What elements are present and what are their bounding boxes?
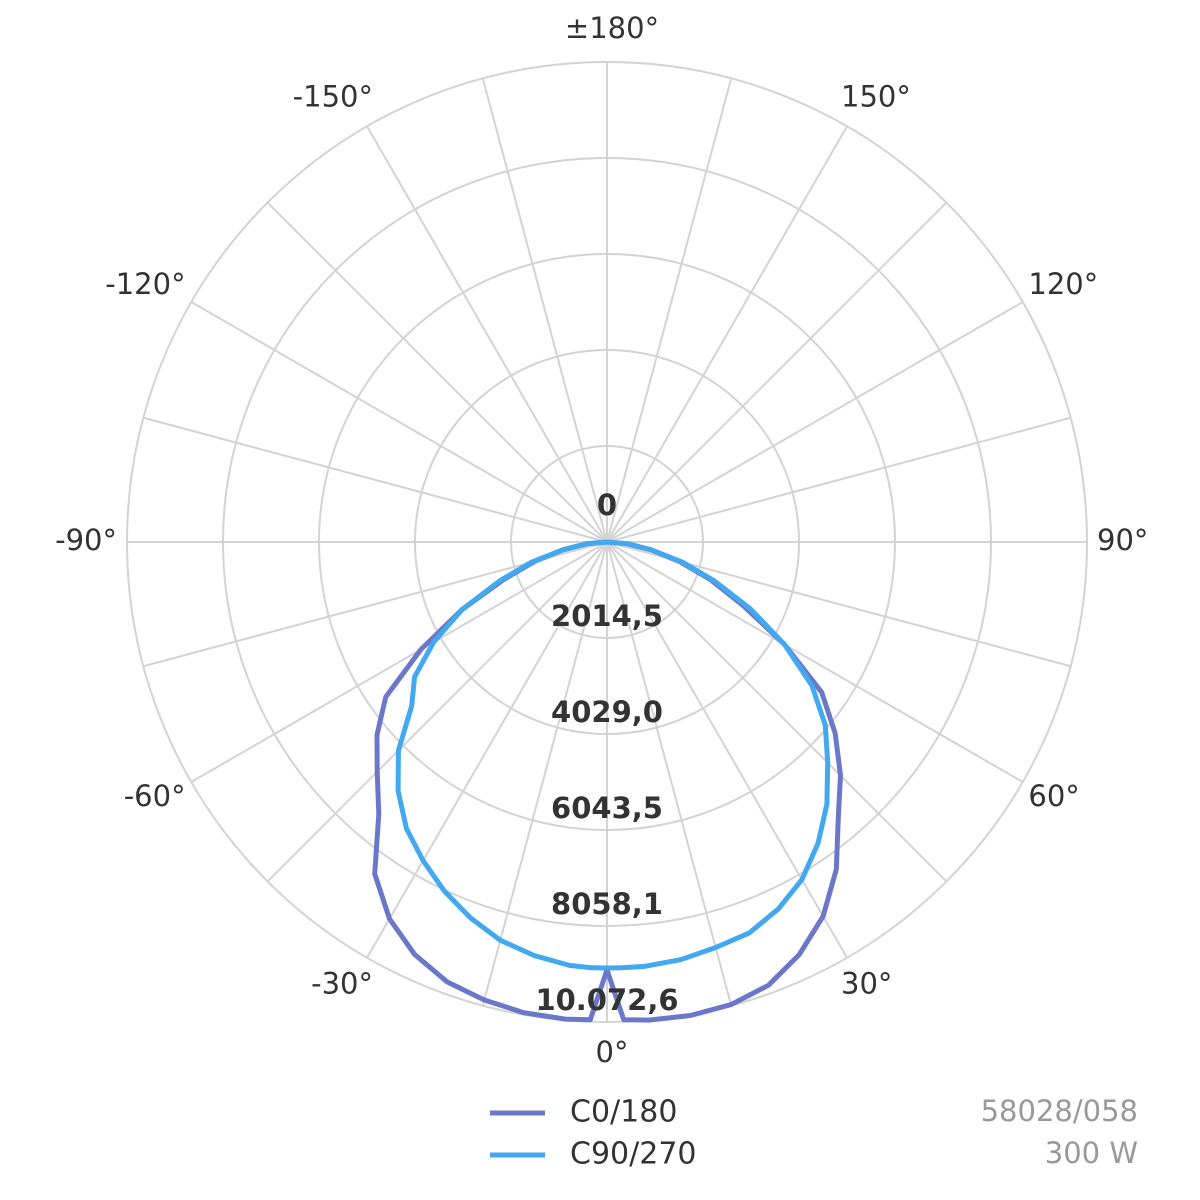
theta-tick-label: 150°: [841, 80, 911, 114]
theta-tick-label: 30°: [841, 966, 892, 1000]
grid-spoke: [143, 416, 608, 543]
theta-tick-label: 60°: [1028, 779, 1079, 813]
theta-tick-label: -90°: [55, 523, 117, 557]
product-code: 58028/058: [981, 1094, 1138, 1128]
r-tick-label: 10.072,6: [535, 983, 678, 1017]
theta-tick-label: -120°: [105, 267, 185, 301]
r-tick-label: 4029,0: [551, 695, 663, 729]
grid-spoke: [266, 201, 608, 543]
r-tick-label: 2014,5: [551, 599, 663, 633]
grid-spoke: [266, 541, 608, 883]
power: 300 W: [1045, 1136, 1138, 1170]
grid-spoke: [606, 541, 733, 1006]
grid-spoke: [606, 78, 733, 543]
theta-tick-label: 120°: [1028, 267, 1098, 301]
legend-label: C0/180: [570, 1095, 677, 1130]
theta-tick-label: 0°: [596, 1035, 629, 1069]
theta-tick-label: ±180°: [565, 11, 659, 45]
grid-spoke: [606, 416, 1071, 543]
theta-tick-label: -150°: [293, 80, 373, 114]
grid-spoke: [606, 541, 848, 959]
legend-label: C90/270: [570, 1137, 697, 1172]
grid-spoke: [606, 541, 1024, 783]
grid-spoke: [190, 301, 608, 543]
grid-spoke: [606, 125, 848, 543]
grid-spoke: [481, 541, 608, 1006]
theta-tick-label: -60°: [124, 779, 186, 813]
grid-spoke: [190, 541, 608, 783]
grid-spoke: [606, 201, 948, 543]
series-line: [395, 539, 831, 971]
r-tick-label: 0: [597, 488, 617, 522]
r-tick-label: 8058,1: [551, 887, 663, 921]
grid-spoke: [606, 301, 1024, 543]
theta-tick-label: -30°: [311, 966, 373, 1000]
grid-spoke: [366, 125, 608, 543]
grid-spoke: [481, 78, 608, 543]
grid-spoke: [366, 541, 608, 959]
grid-spoke: [606, 541, 948, 883]
r-tick-label: 6043,5: [551, 791, 663, 825]
theta-tick-label: 90°: [1097, 523, 1148, 557]
